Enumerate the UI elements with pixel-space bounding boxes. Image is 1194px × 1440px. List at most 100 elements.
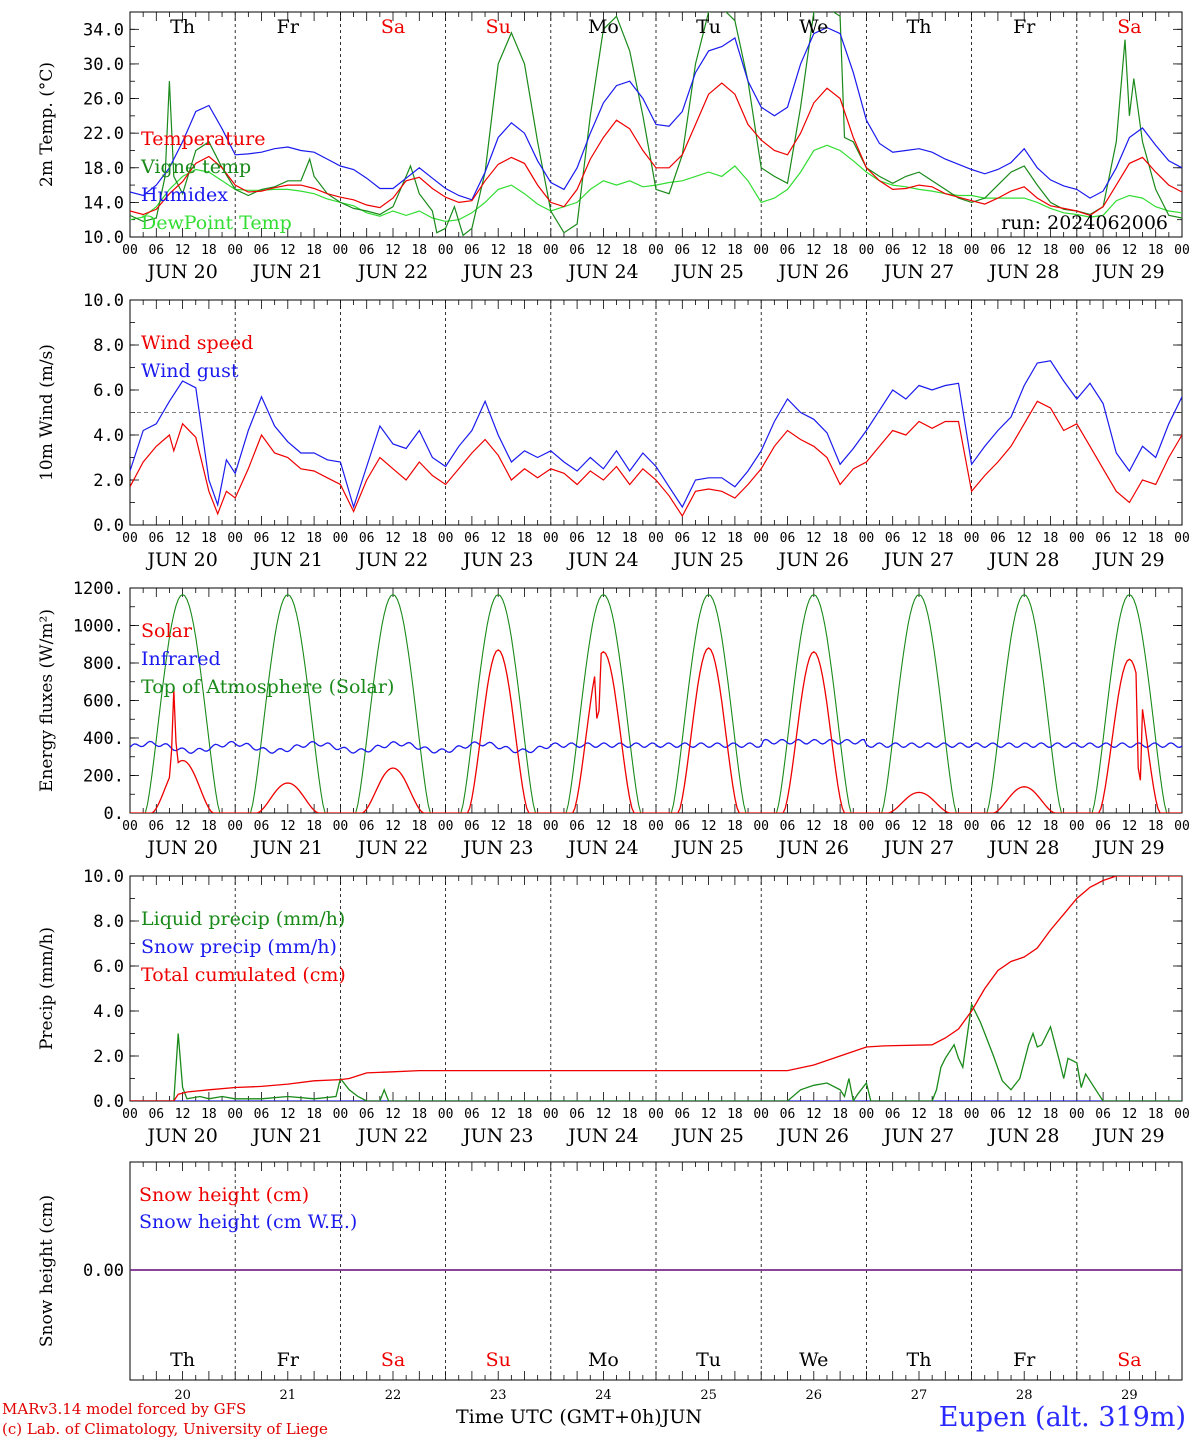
precip-hour-tick-label: 06: [885, 1107, 901, 1122]
temperature-hour-tick-label: 18: [937, 243, 953, 258]
day-number-bottom: 26: [806, 1388, 823, 1403]
temperature-hour-tick-label: 00: [543, 243, 559, 258]
energy-hour-tick-label: 06: [254, 819, 270, 834]
wind-hour-tick-label: 12: [490, 531, 506, 546]
temperature-hour-tick-label: 06: [1095, 243, 1111, 258]
temperature-hour-tick-label-final: 00: [1174, 243, 1190, 258]
day-number-bottom: 25: [700, 1388, 717, 1403]
wind-hour-tick-label: 00: [964, 531, 980, 546]
temperature-y-tick-label: 22.0: [83, 124, 124, 144]
wind-date-label: JUN 29: [1092, 549, 1164, 571]
precip-hour-tick-label: 06: [254, 1107, 270, 1122]
temperature-hour-tick-label: 06: [148, 243, 164, 258]
precip-hour-tick-label: 12: [490, 1107, 506, 1122]
wind-hour-tick-label: 00: [122, 531, 138, 546]
temperature-y-axis-label: 2m Temp. (°C): [37, 62, 57, 187]
temperature-hour-tick-label: 18: [1148, 243, 1164, 258]
energy-y-tick-label: 1000.: [73, 617, 124, 637]
precip-hour-tick-label: 12: [280, 1107, 296, 1122]
energy-legend-entry: Solar: [141, 620, 193, 642]
energy-hour-tick-label: 00: [753, 819, 769, 834]
precip-hour-tick-label: 18: [937, 1107, 953, 1122]
day-name-bottom: Mo: [588, 1349, 619, 1371]
energy-hour-tick-label: 00: [543, 819, 559, 834]
wind-date-label: JUN 27: [882, 549, 954, 571]
precip-hour-tick-label: 06: [674, 1107, 690, 1122]
wind-date-label: JUN 21: [251, 549, 323, 571]
temperature-hour-tick-label: 00: [859, 243, 875, 258]
energy-hour-tick-label: 12: [490, 819, 506, 834]
energy-hour-tick-label: 12: [596, 819, 612, 834]
wind-y-tick-label: 8.0: [93, 336, 124, 356]
day-number-bottom: 27: [911, 1388, 928, 1403]
temperature-date-label: JUN 29: [1092, 261, 1164, 283]
precip-date-label: JUN 23: [461, 1125, 533, 1147]
wind-hour-tick-label-final: 00: [1174, 531, 1190, 546]
day-name-top: Th: [170, 16, 195, 38]
wind-hour-tick-label: 06: [359, 531, 375, 546]
wind-y-tick-label: 6.0: [93, 381, 124, 401]
wind-hour-tick-label: 12: [596, 531, 612, 546]
wind-hour-tick-label: 18: [1148, 531, 1164, 546]
snow-y-tick-label: 0.00: [83, 1261, 124, 1281]
wind-hour-tick-label: 06: [990, 531, 1006, 546]
day-name-bottom: Tu: [696, 1349, 721, 1371]
wind-series-wind-gust: [130, 360, 1182, 510]
energy-hour-tick-label: 12: [1016, 819, 1032, 834]
day-number-bottom: 23: [490, 1388, 507, 1403]
precip-hour-tick-label: 12: [701, 1107, 717, 1122]
temperature-series-vigne-temp: [130, 12, 1182, 237]
energy-y-tick-label: 200.: [83, 767, 124, 787]
wind-hour-tick-label: 06: [885, 531, 901, 546]
wind-hour-tick-label: 12: [1122, 531, 1138, 546]
energy-date-label: JUN 29: [1092, 837, 1164, 859]
wind-hour-tick-label: 18: [937, 531, 953, 546]
precip-date-label: JUN 24: [566, 1125, 638, 1147]
precip-hour-tick-label: 00: [964, 1107, 980, 1122]
day-name-top: Sa: [381, 16, 405, 38]
precip-y-tick-label: 0.0: [93, 1092, 124, 1112]
temperature-y-tick-label: 34.0: [83, 20, 124, 40]
temperature-hour-tick-label: 06: [885, 243, 901, 258]
wind-hour-tick-label: 00: [648, 531, 664, 546]
temperature-hour-tick-label: 18: [1043, 243, 1059, 258]
temperature-hour-tick-label: 06: [464, 243, 480, 258]
energy-hour-tick-label: 18: [517, 819, 533, 834]
wind-hour-tick-label: 12: [385, 531, 401, 546]
temperature-hour-tick-label: 12: [280, 243, 296, 258]
temperature-hour-tick-label: 12: [1122, 243, 1138, 258]
temperature-y-tick-label: 18.0: [83, 159, 124, 179]
precip-hour-tick-label: 06: [359, 1107, 375, 1122]
day-number-bottom: 24: [595, 1388, 612, 1403]
energy-y-tick-label: 600.: [83, 692, 124, 712]
temperature-hour-tick-label: 00: [648, 243, 664, 258]
temperature-hour-tick-label: 00: [964, 243, 980, 258]
energy-legend-entry: Infrared: [141, 648, 221, 670]
station-name: Eupen (alt. 319m): [938, 1402, 1186, 1433]
snow-y-axis-label: Snow height (cm): [37, 1195, 57, 1347]
precip-date-label: JUN 29: [1092, 1125, 1164, 1147]
day-name-bottom: We: [799, 1349, 828, 1371]
credit-line-1: MARv3.14 model forced by GFS: [2, 1400, 247, 1418]
wind-y-axis-label: 10m Wind (m/s): [37, 344, 57, 481]
precip-y-tick-label: 2.0: [93, 1047, 124, 1067]
wind-hour-tick-label: 00: [1069, 531, 1085, 546]
precip-legend-entry: Total cumulated (cm): [141, 964, 346, 986]
energy-hour-tick-label: 18: [832, 819, 848, 834]
precip-hour-tick-label: 06: [464, 1107, 480, 1122]
temperature-y-tick-label: 26.0: [83, 90, 124, 110]
temperature-legend-entry: Temperature: [141, 128, 265, 150]
precip-hour-tick-label: 18: [1148, 1107, 1164, 1122]
day-name-bottom: Th: [907, 1349, 932, 1371]
precip-series-liquid-precip-mm-h-: [130, 1002, 1182, 1101]
precip-hour-tick-label: 12: [911, 1107, 927, 1122]
day-name-bottom: Fr: [277, 1349, 300, 1371]
temperature-hour-tick-label: 00: [227, 243, 243, 258]
wind-hour-tick-label: 00: [543, 531, 559, 546]
precip-legend-entry: Snow precip (mm/h): [141, 936, 337, 958]
temperature-series-temperature: [130, 82, 1182, 217]
day-number-bottom: 29: [1121, 1388, 1138, 1403]
temperature-legend-entry: Vigne temp: [140, 156, 251, 178]
energy-date-label: JUN 27: [882, 837, 954, 859]
precip-date-label: JUN 21: [251, 1125, 323, 1147]
